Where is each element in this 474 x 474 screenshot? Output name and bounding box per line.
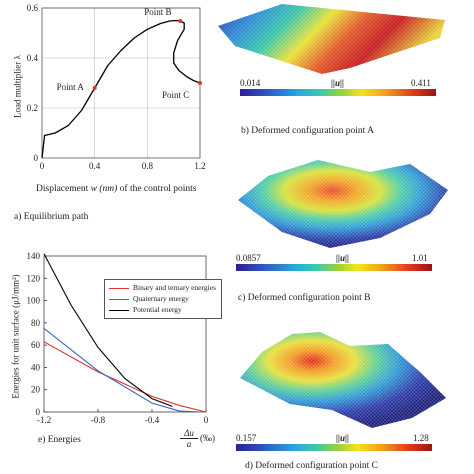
colorbar-c bbox=[236, 444, 432, 451]
y-tick-label-e: 140 bbox=[27, 251, 41, 261]
equilibrium-curve bbox=[41, 19, 201, 159]
caption-e: e) Energies bbox=[38, 435, 81, 445]
y-tick-label-a: 0.2 bbox=[27, 103, 38, 113]
y-tick-label-e: 60 bbox=[31, 340, 41, 350]
caption-a: a) Equilibrium path bbox=[14, 212, 89, 222]
point-marker-a bbox=[92, 86, 97, 90]
legend-e: Binary and ternary energies Quaternary e… bbox=[104, 279, 222, 319]
x-label-numerator: Δu bbox=[184, 428, 194, 438]
point-marker-c bbox=[198, 81, 202, 85]
mesh-lines-c bbox=[240, 332, 446, 428]
x-tick-label-e: -0.4 bbox=[145, 415, 160, 425]
point-label-a: Point A bbox=[57, 82, 85, 92]
colorbar-a bbox=[240, 89, 436, 96]
x-tick-label-e: -1.2 bbox=[37, 415, 51, 425]
y-tick-label-a: 0.6 bbox=[27, 3, 39, 13]
colorbar-b-symbol: ||u|| bbox=[336, 253, 349, 263]
x-label-denominator: a bbox=[186, 439, 192, 449]
x-tick-label-a: 0.8 bbox=[142, 161, 154, 171]
point-label-c: Point C bbox=[162, 90, 189, 100]
legend-label-binary: Binary and ternary energies bbox=[133, 283, 216, 292]
x-axis-label-a: Displacement w (nm) of the control point… bbox=[36, 184, 197, 194]
legend-swatch-potential bbox=[109, 310, 129, 311]
y-tick-label-e: 0 bbox=[36, 407, 41, 417]
x-tick-label-a: 0.4 bbox=[89, 161, 101, 171]
x-tick-label-a: 1.2 bbox=[194, 161, 205, 171]
colorbar-b bbox=[236, 264, 432, 271]
y-tick-label-a: 0.4 bbox=[27, 53, 39, 63]
energy-series-2 bbox=[43, 253, 173, 407]
y-tick-label-a: 0 bbox=[34, 153, 39, 163]
colorbar-a-symbol: ||u|| bbox=[331, 78, 344, 88]
colorbar-c-symbol: ||u|| bbox=[336, 433, 349, 443]
mesh-lines-a bbox=[218, 4, 445, 74]
legend-swatch-binary bbox=[109, 288, 129, 289]
colorbar-a-max: 0.411 bbox=[411, 78, 431, 88]
legend-swatch-quaternary bbox=[109, 299, 129, 300]
y-tick-label-e: 40 bbox=[31, 362, 41, 372]
colorbar-c-min: 0.157 bbox=[236, 433, 257, 443]
legend-label-potential: Potential energy bbox=[133, 305, 182, 314]
x-tick-label-e: -0.8 bbox=[91, 415, 106, 425]
caption-d: d) Deformed configuration point C bbox=[245, 461, 378, 471]
caption-c: c) Deformed configuration point B bbox=[238, 293, 371, 303]
colorbar-b-min: 0.0857 bbox=[236, 253, 261, 263]
point-marker-b bbox=[178, 19, 183, 23]
mesh-lines-b bbox=[238, 160, 448, 248]
y-tick-label-e: 100 bbox=[27, 296, 41, 306]
legend-label-quaternary: Quaternary energy bbox=[133, 294, 189, 303]
energy-series-1 bbox=[43, 327, 200, 413]
colorbar-c-max: 1.28 bbox=[413, 433, 429, 443]
energy-series-0 bbox=[43, 341, 207, 413]
x-tick-label-a: 0 bbox=[40, 161, 45, 171]
colorbar-b-max: 1.01 bbox=[412, 253, 428, 263]
y-tick-label-e: 120 bbox=[27, 273, 41, 283]
plot-frame-e bbox=[43, 255, 207, 413]
caption-b: b) Deformed configuration point A bbox=[241, 126, 374, 136]
x-label-unit: (‰) bbox=[200, 433, 215, 443]
point-label-b: Point B bbox=[144, 7, 171, 17]
x-tick-label-e: 0 bbox=[204, 415, 209, 425]
colorbar-a-min: 0.014 bbox=[240, 78, 261, 88]
y-tick-label-e: 20 bbox=[31, 385, 41, 395]
y-tick-label-e: 80 bbox=[31, 318, 41, 328]
